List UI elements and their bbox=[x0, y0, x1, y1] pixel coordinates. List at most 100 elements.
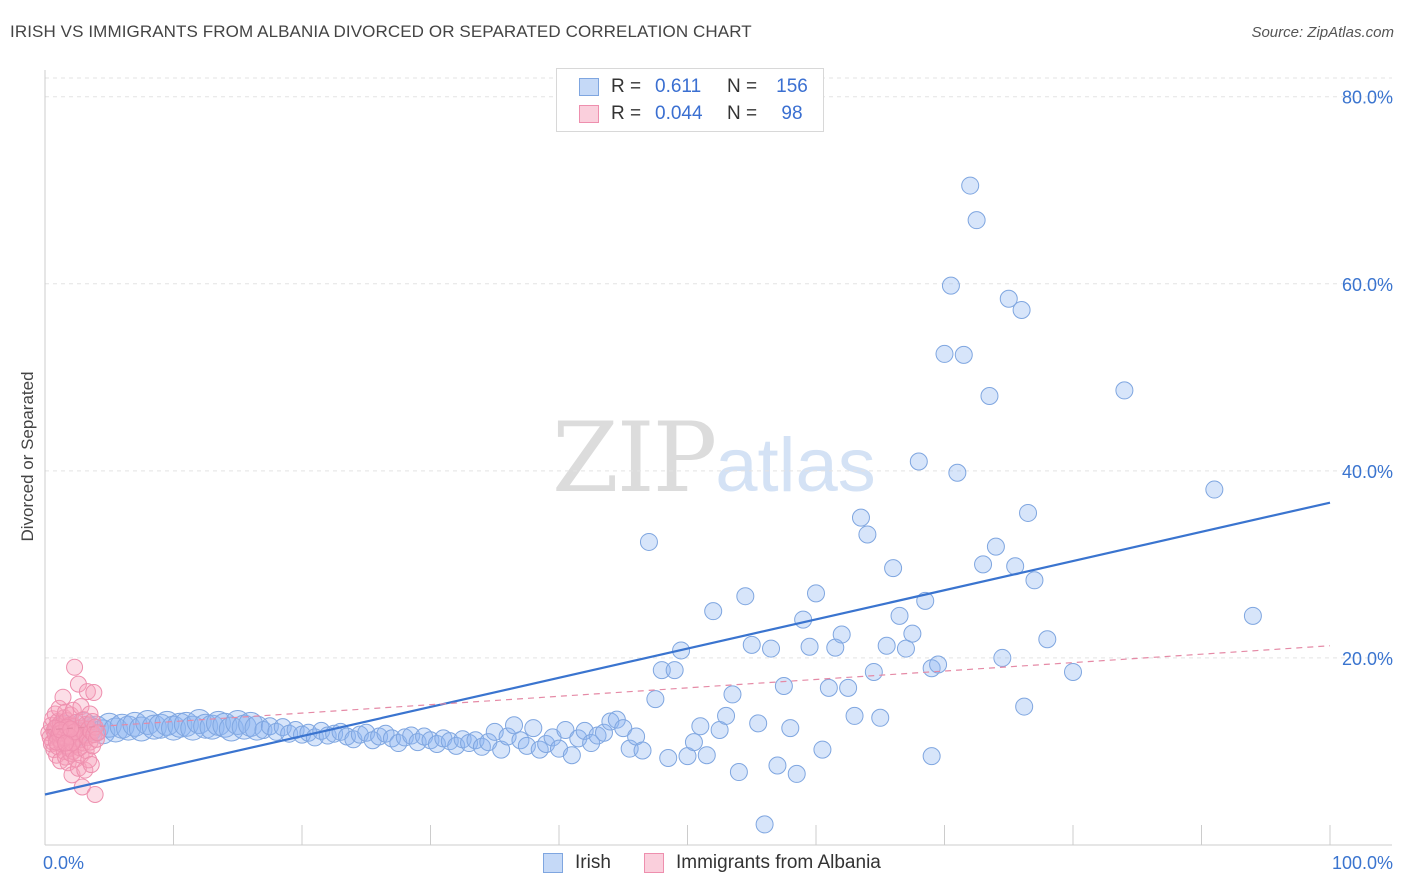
albania-point bbox=[54, 688, 72, 706]
irish-point bbox=[652, 661, 671, 680]
y-tick-label: 80.0% bbox=[1342, 88, 1393, 108]
irish-point bbox=[717, 706, 736, 725]
irish-point bbox=[173, 711, 199, 737]
irish-point bbox=[954, 345, 973, 364]
irish-point bbox=[986, 537, 1005, 556]
irish-point bbox=[382, 729, 401, 748]
irish-point bbox=[1243, 606, 1262, 625]
legend-label-irish: Irish bbox=[575, 852, 611, 873]
irish-point bbox=[562, 746, 581, 765]
irish-point bbox=[633, 741, 652, 760]
irish-point bbox=[999, 289, 1018, 308]
irish-point bbox=[742, 635, 761, 654]
irish-point bbox=[826, 638, 845, 657]
irish-point bbox=[967, 211, 986, 230]
irish-point bbox=[376, 724, 395, 743]
legend-r-value-albania: 0.044 bbox=[655, 103, 703, 124]
y-tick-label: 20.0% bbox=[1342, 649, 1393, 669]
watermark: ZIPatlas bbox=[552, 402, 876, 514]
albania-trendline bbox=[44, 645, 1331, 731]
irish-point bbox=[116, 715, 142, 741]
legend-n-value-albania: 98 bbox=[781, 103, 803, 124]
irish-point bbox=[941, 276, 960, 295]
irish-point bbox=[238, 711, 264, 737]
irish-point bbox=[697, 746, 716, 765]
irish-point bbox=[684, 733, 703, 752]
legend-label-albania: Immigrants from Albania bbox=[676, 852, 881, 873]
albania-point bbox=[80, 751, 98, 769]
irish-point bbox=[800, 637, 819, 656]
irish-point bbox=[231, 714, 257, 740]
irish-point bbox=[839, 678, 858, 697]
legend-r-label: R = bbox=[611, 76, 642, 97]
legend-item-irish[interactable]: Irish bbox=[543, 852, 611, 874]
albania-point bbox=[86, 785, 104, 803]
legend-r-label: R = bbox=[611, 103, 642, 124]
irish-point bbox=[819, 678, 838, 697]
irish-point bbox=[639, 532, 658, 551]
correlation-legend: R = 0.611 N = 156 R = 0.044 N = 98 bbox=[556, 68, 824, 132]
irish-point bbox=[1064, 662, 1082, 681]
irish-point bbox=[665, 661, 684, 680]
legend-row-irish: R = 0.611 N = 156 bbox=[579, 74, 815, 100]
albania-point bbox=[82, 756, 100, 774]
irish-trendline bbox=[44, 501, 1331, 796]
irish-point bbox=[864, 662, 883, 681]
albania-point bbox=[87, 730, 105, 748]
irish-point bbox=[794, 610, 813, 629]
x-tick-label: 0.0% bbox=[43, 853, 84, 873]
irish-point bbox=[749, 714, 768, 733]
legend-n-value-irish: 156 bbox=[776, 76, 808, 97]
irish-point bbox=[980, 387, 999, 406]
irish-point bbox=[890, 606, 909, 625]
legend-row-albania: R = 0.044 N = 98 bbox=[579, 101, 815, 127]
irish-point bbox=[691, 717, 710, 736]
irish-point bbox=[781, 719, 800, 738]
irish-point bbox=[402, 726, 421, 745]
legend-swatch-irish bbox=[543, 853, 563, 873]
irish-point bbox=[1012, 300, 1031, 319]
albania-point bbox=[66, 658, 84, 676]
y-tick-label: 60.0% bbox=[1342, 275, 1393, 295]
irish-point bbox=[492, 740, 511, 759]
irish-point bbox=[974, 555, 993, 574]
irish-point bbox=[582, 734, 601, 753]
irish-point bbox=[103, 717, 129, 743]
irish-point bbox=[832, 625, 851, 644]
legend-swatch-albania bbox=[579, 105, 599, 123]
albania-point bbox=[63, 734, 81, 752]
irish-point bbox=[884, 559, 903, 578]
irish-point bbox=[1115, 381, 1134, 400]
irish-point bbox=[723, 685, 742, 704]
irish-point bbox=[787, 764, 806, 783]
irish-point bbox=[929, 655, 948, 674]
irish-point bbox=[935, 344, 954, 363]
irish-point bbox=[167, 712, 193, 738]
irish-point bbox=[212, 712, 238, 738]
irish-point bbox=[993, 648, 1012, 667]
irish-point bbox=[736, 587, 755, 606]
irish-point bbox=[845, 706, 864, 725]
irish-point bbox=[614, 719, 633, 738]
irish-point bbox=[1025, 571, 1044, 590]
albania-point bbox=[76, 761, 94, 779]
x-tick-label: 100.0% bbox=[1332, 853, 1393, 873]
watermark-atlas: atlas bbox=[715, 423, 876, 508]
watermark-zip: ZIP bbox=[552, 402, 717, 514]
irish-point bbox=[768, 756, 787, 775]
irish-point bbox=[148, 713, 174, 739]
irish-point bbox=[199, 714, 225, 740]
irish-point bbox=[646, 690, 665, 709]
source-label: Source: ZipAtlas.com bbox=[1251, 24, 1394, 41]
irish-point bbox=[704, 602, 723, 621]
legend-n-label: N = bbox=[727, 103, 758, 124]
y-tick-label: 40.0% bbox=[1342, 462, 1393, 482]
irish-point bbox=[909, 452, 928, 471]
albania-point bbox=[85, 684, 103, 702]
series-legend: Irish Immigrants from Albania bbox=[0, 852, 1406, 878]
irish-point bbox=[1015, 697, 1034, 716]
legend-item-albania[interactable]: Immigrants from Albania bbox=[644, 852, 881, 874]
irish-point bbox=[948, 463, 967, 482]
legend-r-value-irish: 0.611 bbox=[655, 76, 702, 97]
irish-point bbox=[877, 636, 896, 655]
